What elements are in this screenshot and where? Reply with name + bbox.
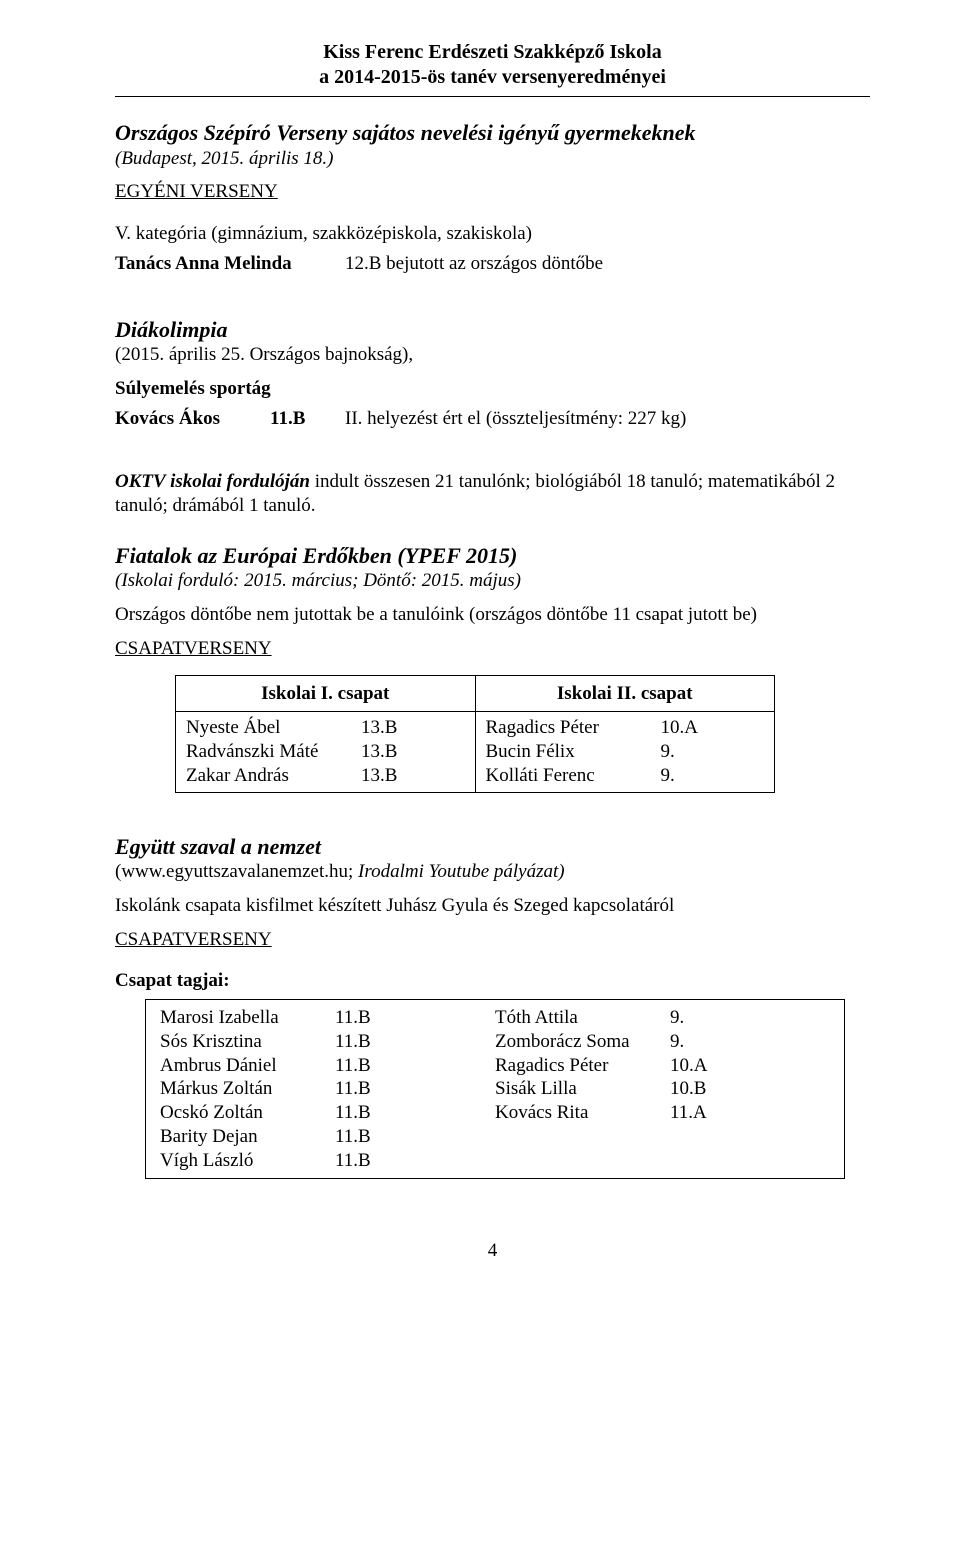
member-name: Kolláti Ferenc (486, 764, 661, 788)
member-name: Ambrus Dániel (160, 1054, 335, 1078)
szaval-note: Iskolánk csapata kisfilmet készített Juh… (115, 894, 870, 918)
member-class: 11.A (670, 1101, 725, 1125)
member-name: Radvánszki Máté (186, 740, 361, 764)
member-class: 9. (661, 764, 716, 788)
member-name: Zomborácz Soma (495, 1030, 670, 1054)
member-class: 10.A (661, 716, 716, 740)
member-name: Márkus Zoltán (160, 1077, 335, 1101)
diakolimpia-title: Diákolimpia (115, 316, 870, 344)
member-class: 11.B (335, 1101, 390, 1125)
member-name: Vígh László (160, 1149, 335, 1173)
member-class: 11.B (335, 1054, 390, 1078)
szepiro-result-row: Tanács Anna Melinda 12.B bejutott az ors… (115, 252, 870, 276)
egyeni-verseny-label: EGYÉNI VERSENY (115, 180, 278, 204)
member-name: Nyeste Ábel (186, 716, 361, 740)
member-class: 9. (661, 740, 716, 764)
member-class: 13.B (361, 764, 416, 788)
szaval-left-col: Marosi Izabella11.B Sós Krisztina11.B Am… (160, 1006, 495, 1172)
member-class: 13.B (361, 740, 416, 764)
page-number: 4 (115, 1239, 870, 1263)
member-name: Ocskó Zoltán (160, 1101, 335, 1125)
szepiro-sub: (Budapest, 2015. április 18.) (115, 147, 870, 171)
diakolimpia-class: 11.B (270, 407, 345, 431)
member-name: Zakar András (186, 764, 361, 788)
member-class: 11.B (335, 1125, 390, 1149)
member-name: Ragadics Péter (486, 716, 661, 740)
member-name: Bucin Félix (486, 740, 661, 764)
member-name: Kovács Rita (495, 1101, 670, 1125)
page-header: Kiss Ferenc Erdészeti Szakképző Iskola a… (115, 40, 870, 90)
ypef-sub: (Iskolai forduló: 2015. március; Döntő: … (115, 569, 870, 593)
member-class: 10.B (670, 1077, 725, 1101)
member-class: 11.B (335, 1149, 390, 1173)
header-line2: a 2014-2015-ös tanév versenyeredményei (115, 65, 870, 90)
szaval-sub: (www.egyuttszavalanemzet.hu; Irodalmi Yo… (115, 860, 870, 884)
szaval-italic: Irodalmi Youtube pályázat) (358, 861, 565, 882)
szepiro-result: 12.B bejutott az országos döntőbe (345, 252, 870, 276)
ypef-team2-header: Iskolai II. csapat (475, 675, 775, 712)
szaval-right-col: Tóth Attila9. Zomborácz Soma9. Ragadics … (495, 1006, 830, 1172)
member-class: 11.B (335, 1030, 390, 1054)
member-class: 13.B (361, 716, 416, 740)
member-name: Barity Dejan (160, 1125, 335, 1149)
member-name: Sós Krisztina (160, 1030, 335, 1054)
diakolimpia-person: Kovács Ákos (115, 407, 270, 431)
szaval-members-box: Marosi Izabella11.B Sós Krisztina11.B Am… (145, 999, 845, 1179)
diakolimpia-sub: (2015. április 25. Országos bajnokság), (115, 343, 870, 367)
member-name: Marosi Izabella (160, 1006, 335, 1030)
szepiro-title: Országos Szépíró Verseny sajátos nevelés… (115, 119, 870, 147)
oktv-lead: OKTV iskolai fordulóján (115, 471, 310, 492)
member-name: Ragadics Péter (495, 1054, 670, 1078)
ypef-team1-cell: Nyeste Ábel13.B Radvánszki Máté13.B Zaka… (176, 712, 476, 792)
szepiro-category: V. kategória (gimnázium, szakközépiskola… (115, 222, 870, 246)
diakolimpia-result-row: Kovács Ákos 11.B II. helyezést ért el (ö… (115, 407, 870, 431)
ypef-title: Fiatalok az Európai Erdőkben (YPEF 2015) (115, 542, 870, 570)
member-name: Sisák Lilla (495, 1077, 670, 1101)
szaval-csapatverseny-label: CSAPATVERSENY (115, 928, 272, 952)
member-class: 9. (670, 1030, 725, 1054)
oktv-paragraph: OKTV iskolai fordulóján indult összesen … (115, 470, 870, 518)
header-rule (115, 96, 870, 97)
member-class: 11.B (335, 1077, 390, 1101)
member-class: 11.B (335, 1006, 390, 1030)
diakolimpia-result: II. helyezést ért el (összteljesítmény: … (345, 407, 870, 431)
member-class: 10.A (670, 1054, 725, 1078)
ypef-csapatverseny-label: CSAPATVERSENY (115, 637, 272, 661)
diakolimpia-sport: Súlyemelés sportág (115, 377, 870, 401)
szaval-members-label: Csapat tagjai: (115, 969, 870, 993)
szaval-title: Együtt szaval a nemzet (115, 833, 870, 861)
ypef-team1-header: Iskolai I. csapat (176, 675, 476, 712)
szepiro-person: Tanács Anna Melinda (115, 252, 345, 276)
ypef-teams-table: Iskolai I. csapat Iskolai II. csapat Nye… (175, 675, 775, 793)
ypef-team2-cell: Ragadics Péter10.A Bucin Félix9. Kolláti… (475, 712, 775, 792)
header-line1: Kiss Ferenc Erdészeti Szakképző Iskola (115, 40, 870, 65)
szaval-site: (www.egyuttszavalanemzet.hu; (115, 861, 358, 882)
member-name: Tóth Attila (495, 1006, 670, 1030)
ypef-note: Országos döntőbe nem jutottak be a tanul… (115, 603, 870, 627)
member-class: 9. (670, 1006, 725, 1030)
